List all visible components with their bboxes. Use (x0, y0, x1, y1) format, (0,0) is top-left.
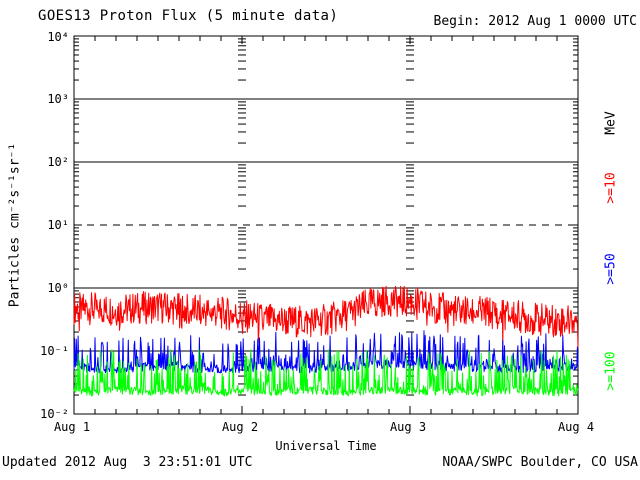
y-tick-1e-2: 10⁻² (40, 407, 69, 421)
y-tick-1e3: 10³ (47, 92, 69, 106)
source-attribution: NOAA/SWPC Boulder, CO USA (442, 455, 638, 470)
x-axis-label: Universal Time (275, 439, 377, 453)
x-tick-aug1: Aug 1 (53, 420, 91, 434)
legend-unit-mev: MeV (603, 111, 619, 135)
begin-timestamp: Begin: 2012 Aug 1 0000 UTC (433, 14, 638, 29)
y-tick-1e1: 10¹ (47, 218, 69, 232)
series-line--10-mev (73, 285, 579, 349)
legend-ge10: >=10 (603, 172, 619, 204)
y-tick-1e2: 10² (47, 155, 69, 169)
page-title: GOES13 Proton Flux (5 minute data) (38, 8, 339, 24)
y-tick-1e-1: 10⁻¹ (40, 344, 69, 358)
x-tick-aug4: Aug 4 (557, 420, 595, 434)
y-tick-1e4: 10⁴ (47, 30, 69, 44)
x-tick-aug2: Aug 2 (221, 420, 259, 434)
series-line--100-mev (73, 349, 579, 397)
legend-ge100: >=100 (603, 351, 619, 391)
x-tick-aug3: Aug 3 (389, 420, 427, 434)
y-tick-1e0: 10⁰ (47, 281, 69, 295)
updated-timestamp: Updated 2012 Aug 3 23:51:01 UTC (2, 455, 253, 470)
legend-ge50: >=50 (603, 253, 619, 285)
